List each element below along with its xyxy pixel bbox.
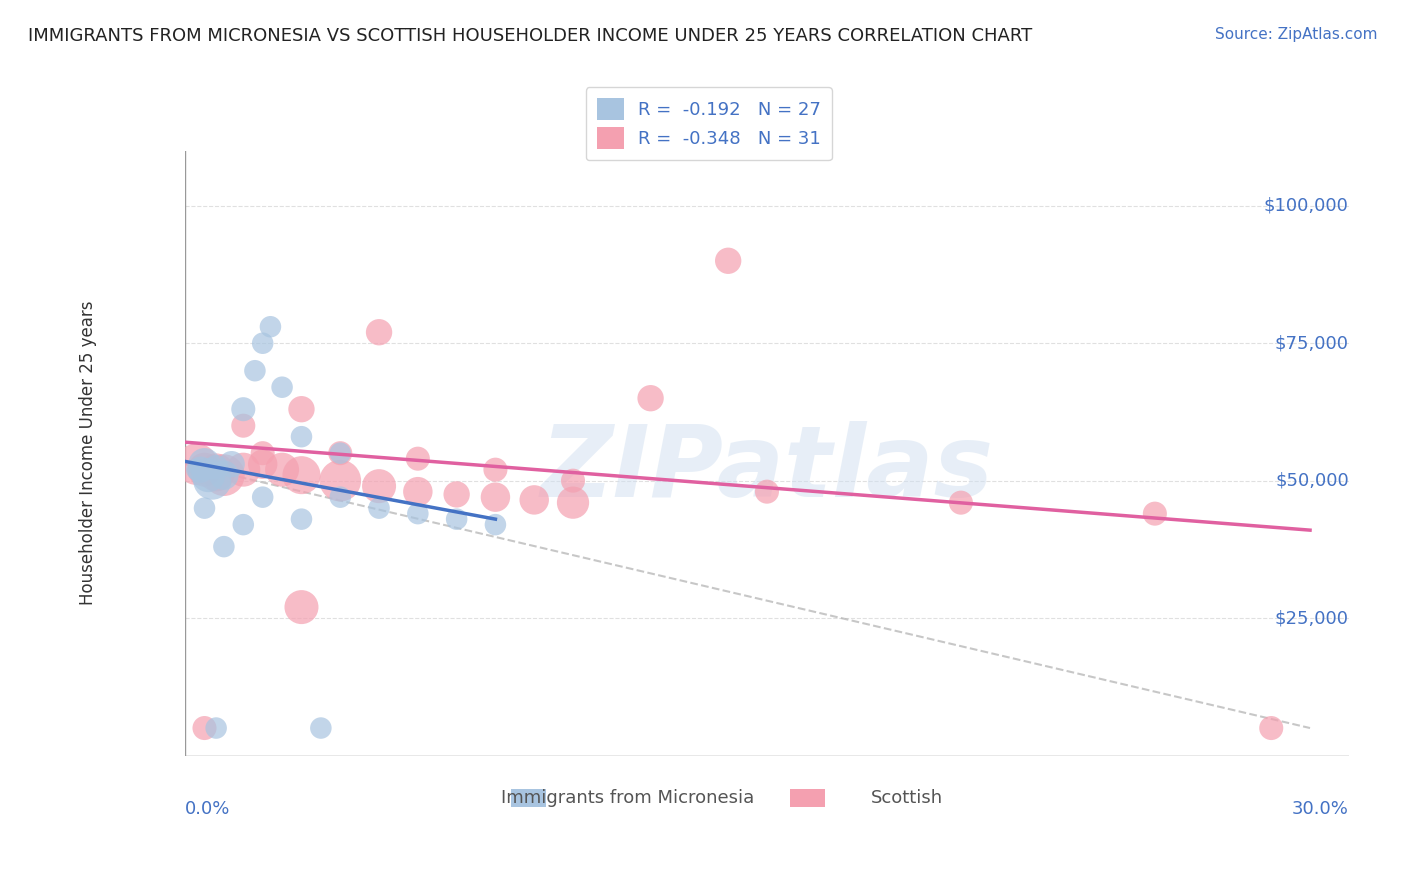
Point [755, 484, 778, 499]
Point [190, 463, 212, 477]
Point [640, 391, 662, 405]
Point [329, 474, 352, 488]
Point [271, 380, 294, 394]
Point [329, 446, 352, 460]
Text: $100,000: $100,000 [1264, 197, 1348, 215]
FancyBboxPatch shape [790, 789, 825, 807]
Point [221, 457, 243, 471]
Point [205, 721, 228, 735]
Text: Scottish: Scottish [870, 789, 942, 807]
Point [252, 446, 274, 460]
Point [232, 402, 254, 417]
Point [484, 517, 506, 532]
Point [290, 468, 312, 483]
Text: Source: ZipAtlas.com: Source: ZipAtlas.com [1215, 27, 1378, 42]
Point [201, 474, 224, 488]
Point [368, 479, 391, 493]
Text: Householder Income Under 25 years: Householder Income Under 25 years [79, 301, 97, 606]
Point [484, 463, 506, 477]
FancyBboxPatch shape [510, 789, 546, 807]
Point [290, 600, 312, 615]
Text: 30.0%: 30.0% [1292, 799, 1348, 817]
Point [252, 457, 274, 471]
Point [193, 501, 215, 516]
Text: 0.0%: 0.0% [186, 799, 231, 817]
Point [193, 721, 215, 735]
Point [562, 474, 585, 488]
Point [446, 487, 468, 501]
Point [290, 430, 312, 444]
Point [232, 463, 254, 477]
Text: $75,000: $75,000 [1275, 334, 1348, 352]
Point [406, 484, 429, 499]
Point [232, 418, 254, 433]
Point [186, 463, 208, 477]
Point [193, 457, 215, 471]
Text: Immigrants from Micronesia: Immigrants from Micronesia [501, 789, 754, 807]
Point [329, 490, 352, 504]
Point [271, 463, 294, 477]
Point [197, 468, 219, 483]
Point [232, 517, 254, 532]
Point [523, 492, 546, 507]
Point [484, 490, 506, 504]
Point [368, 501, 391, 516]
Point [205, 459, 228, 474]
Point [212, 468, 235, 483]
Point [406, 451, 429, 466]
Point [193, 463, 215, 477]
Point [329, 446, 352, 460]
Point [949, 496, 972, 510]
Point [212, 468, 235, 483]
Point [186, 457, 208, 471]
Point [1260, 721, 1282, 735]
Point [1143, 507, 1166, 521]
Point [290, 512, 312, 526]
Point [252, 336, 274, 351]
Point [309, 721, 332, 735]
Point [717, 253, 740, 268]
Point [406, 507, 429, 521]
Legend: R =  -0.192   N = 27, R =  -0.348   N = 31: R = -0.192 N = 27, R = -0.348 N = 31 [586, 87, 832, 161]
Text: $50,000: $50,000 [1275, 472, 1348, 490]
Point [212, 540, 235, 554]
Text: $25,000: $25,000 [1275, 609, 1348, 627]
Text: IMMIGRANTS FROM MICRONESIA VS SCOTTISH HOUSEHOLDER INCOME UNDER 25 YEARS CORRELA: IMMIGRANTS FROM MICRONESIA VS SCOTTISH H… [28, 27, 1032, 45]
Point [205, 466, 228, 480]
Point [562, 496, 585, 510]
Text: ZIPatlas: ZIPatlas [540, 421, 994, 518]
Point [252, 490, 274, 504]
Point [446, 512, 468, 526]
Point [259, 319, 281, 334]
Point [368, 325, 391, 339]
Point [243, 364, 266, 378]
Point [290, 402, 312, 417]
